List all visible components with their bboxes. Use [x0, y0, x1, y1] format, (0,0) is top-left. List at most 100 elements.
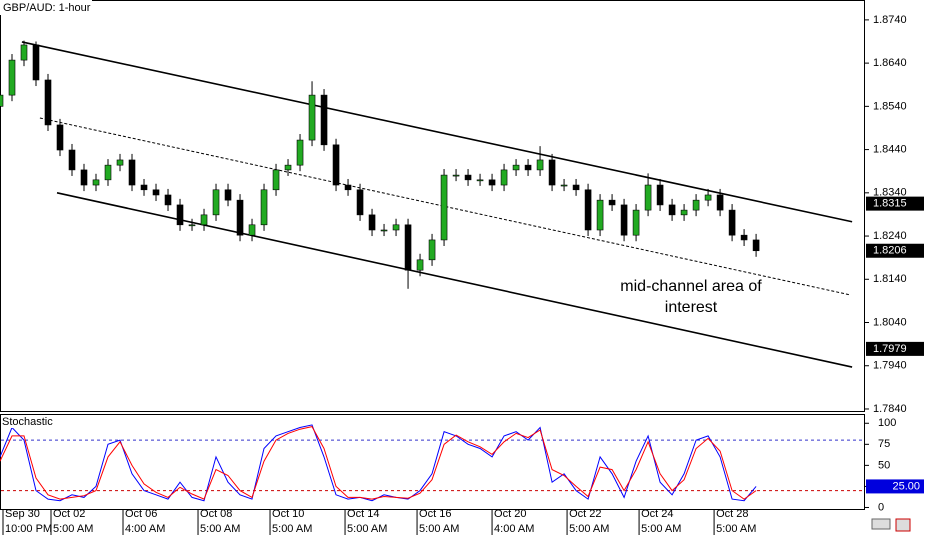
x-tick-label: Oct 28: [716, 508, 748, 520]
y-tick-label: 100: [878, 417, 896, 429]
candle-body: [188, 224, 196, 227]
channel-line: [56, 192, 853, 368]
candle-body: [176, 204, 184, 226]
price-panel: [0, 0, 865, 412]
candle-body: [296, 139, 304, 166]
price-label: 1.8206: [873, 245, 907, 257]
candle-body: [560, 184, 568, 187]
candle-body: [344, 184, 352, 191]
candle-body: [692, 199, 700, 211]
candle-body: [116, 159, 124, 166]
y-tick-label: 75: [878, 438, 890, 450]
y-tick-label: 1.8440: [873, 143, 907, 155]
x-tick-label: Oct 22: [569, 508, 601, 520]
candle-body: [632, 209, 640, 236]
candle-body: [668, 204, 676, 216]
y-tick-label: 1.8340: [873, 187, 907, 199]
scroll-icon[interactable]: [871, 518, 891, 530]
candle-body: [380, 229, 388, 232]
candle-body: [596, 199, 604, 231]
candle-body: [392, 224, 400, 231]
price-label-box: [866, 196, 924, 211]
candle-body: [476, 179, 484, 182]
candle-body: [452, 174, 460, 177]
candle-body: [248, 224, 256, 236]
candle-body: [308, 94, 316, 141]
y-tick-label: 1.7940: [873, 360, 907, 372]
candle-body: [104, 164, 112, 181]
channel-line: [21, 41, 853, 223]
y-tick-label: 1.8140: [873, 273, 907, 285]
x-tick-label: Oct 02: [53, 508, 85, 520]
x-tick-time: 5:00 AM: [53, 523, 93, 535]
x-tick-time: 5:00 AM: [347, 523, 387, 535]
x-tick-time: 5:00 AM: [641, 523, 681, 535]
chart-title: GBP/AUD: 1-hour: [3, 2, 91, 14]
x-tick-label: Oct 10: [272, 508, 304, 520]
y-tick-label: 1.8640: [873, 57, 907, 69]
price-label-box: [866, 243, 924, 258]
candle-body: [212, 189, 220, 216]
price-label: 1.8315: [873, 198, 907, 210]
candle-body: [0, 94, 4, 107]
candle-body: [572, 184, 580, 191]
candle-body: [80, 169, 88, 186]
candle-body: [644, 184, 652, 211]
candle-body: [584, 189, 592, 231]
price-label: 1.7979: [873, 343, 907, 355]
candle-body: [404, 224, 412, 271]
candle-body: [32, 44, 40, 81]
candle-body: [128, 159, 136, 186]
y-tick-label: 1.8040: [873, 316, 907, 328]
candle-body: [716, 194, 724, 211]
candle-body: [224, 189, 232, 201]
y-tick-label: 1.8240: [873, 230, 907, 242]
candle-body: [332, 144, 340, 186]
candle-body: [236, 199, 244, 236]
candle-body: [440, 174, 448, 241]
stochastic-panel: [0, 414, 865, 510]
candle-body: [20, 44, 28, 61]
candle-body: [284, 164, 292, 171]
panel-title: Stochastic: [2, 416, 53, 428]
candle-body: [260, 189, 268, 226]
candle-body: [488, 179, 496, 186]
candle-body: [428, 239, 436, 261]
candle-body: [68, 149, 76, 171]
x-tick-label: Oct 24: [641, 508, 673, 520]
x-tick-label: Oct 08: [200, 508, 232, 520]
x-tick-time: 5:00 AM: [200, 523, 240, 535]
y-tick-label: 50: [878, 459, 890, 471]
y-tick-label: 1.8740: [873, 14, 907, 26]
x-tick-label: Oct 20: [494, 508, 526, 520]
shift-icon[interactable]: [895, 518, 911, 532]
price-label-box: [866, 341, 924, 356]
x-tick-time: 10:00 PM: [5, 523, 52, 535]
candle-body: [464, 174, 472, 181]
candle-body: [704, 194, 712, 201]
title-box: [0, 0, 92, 15]
candle-body: [500, 169, 508, 186]
candle-body: [272, 169, 280, 191]
candle-body: [356, 189, 364, 216]
annotation: interest: [665, 299, 718, 316]
x-tick-time: 4:00 AM: [125, 523, 165, 535]
candle-body: [752, 239, 760, 252]
candle-body: [512, 164, 520, 171]
annotation: mid-channel area of: [620, 278, 762, 295]
candle-body: [200, 214, 208, 226]
candle-body: [524, 164, 532, 171]
candle-body: [320, 94, 328, 146]
last-value: 25.00: [892, 480, 920, 492]
candle-body: [44, 79, 52, 126]
candle-body: [620, 204, 628, 236]
last-value-box: [866, 479, 924, 494]
channel-line: [39, 117, 851, 296]
candle-body: [548, 159, 556, 186]
x-tick-label: Sep 30: [5, 508, 40, 520]
candle-body: [140, 184, 148, 191]
y-tick-label: 1.7840: [873, 403, 907, 415]
candle-body: [416, 259, 424, 271]
